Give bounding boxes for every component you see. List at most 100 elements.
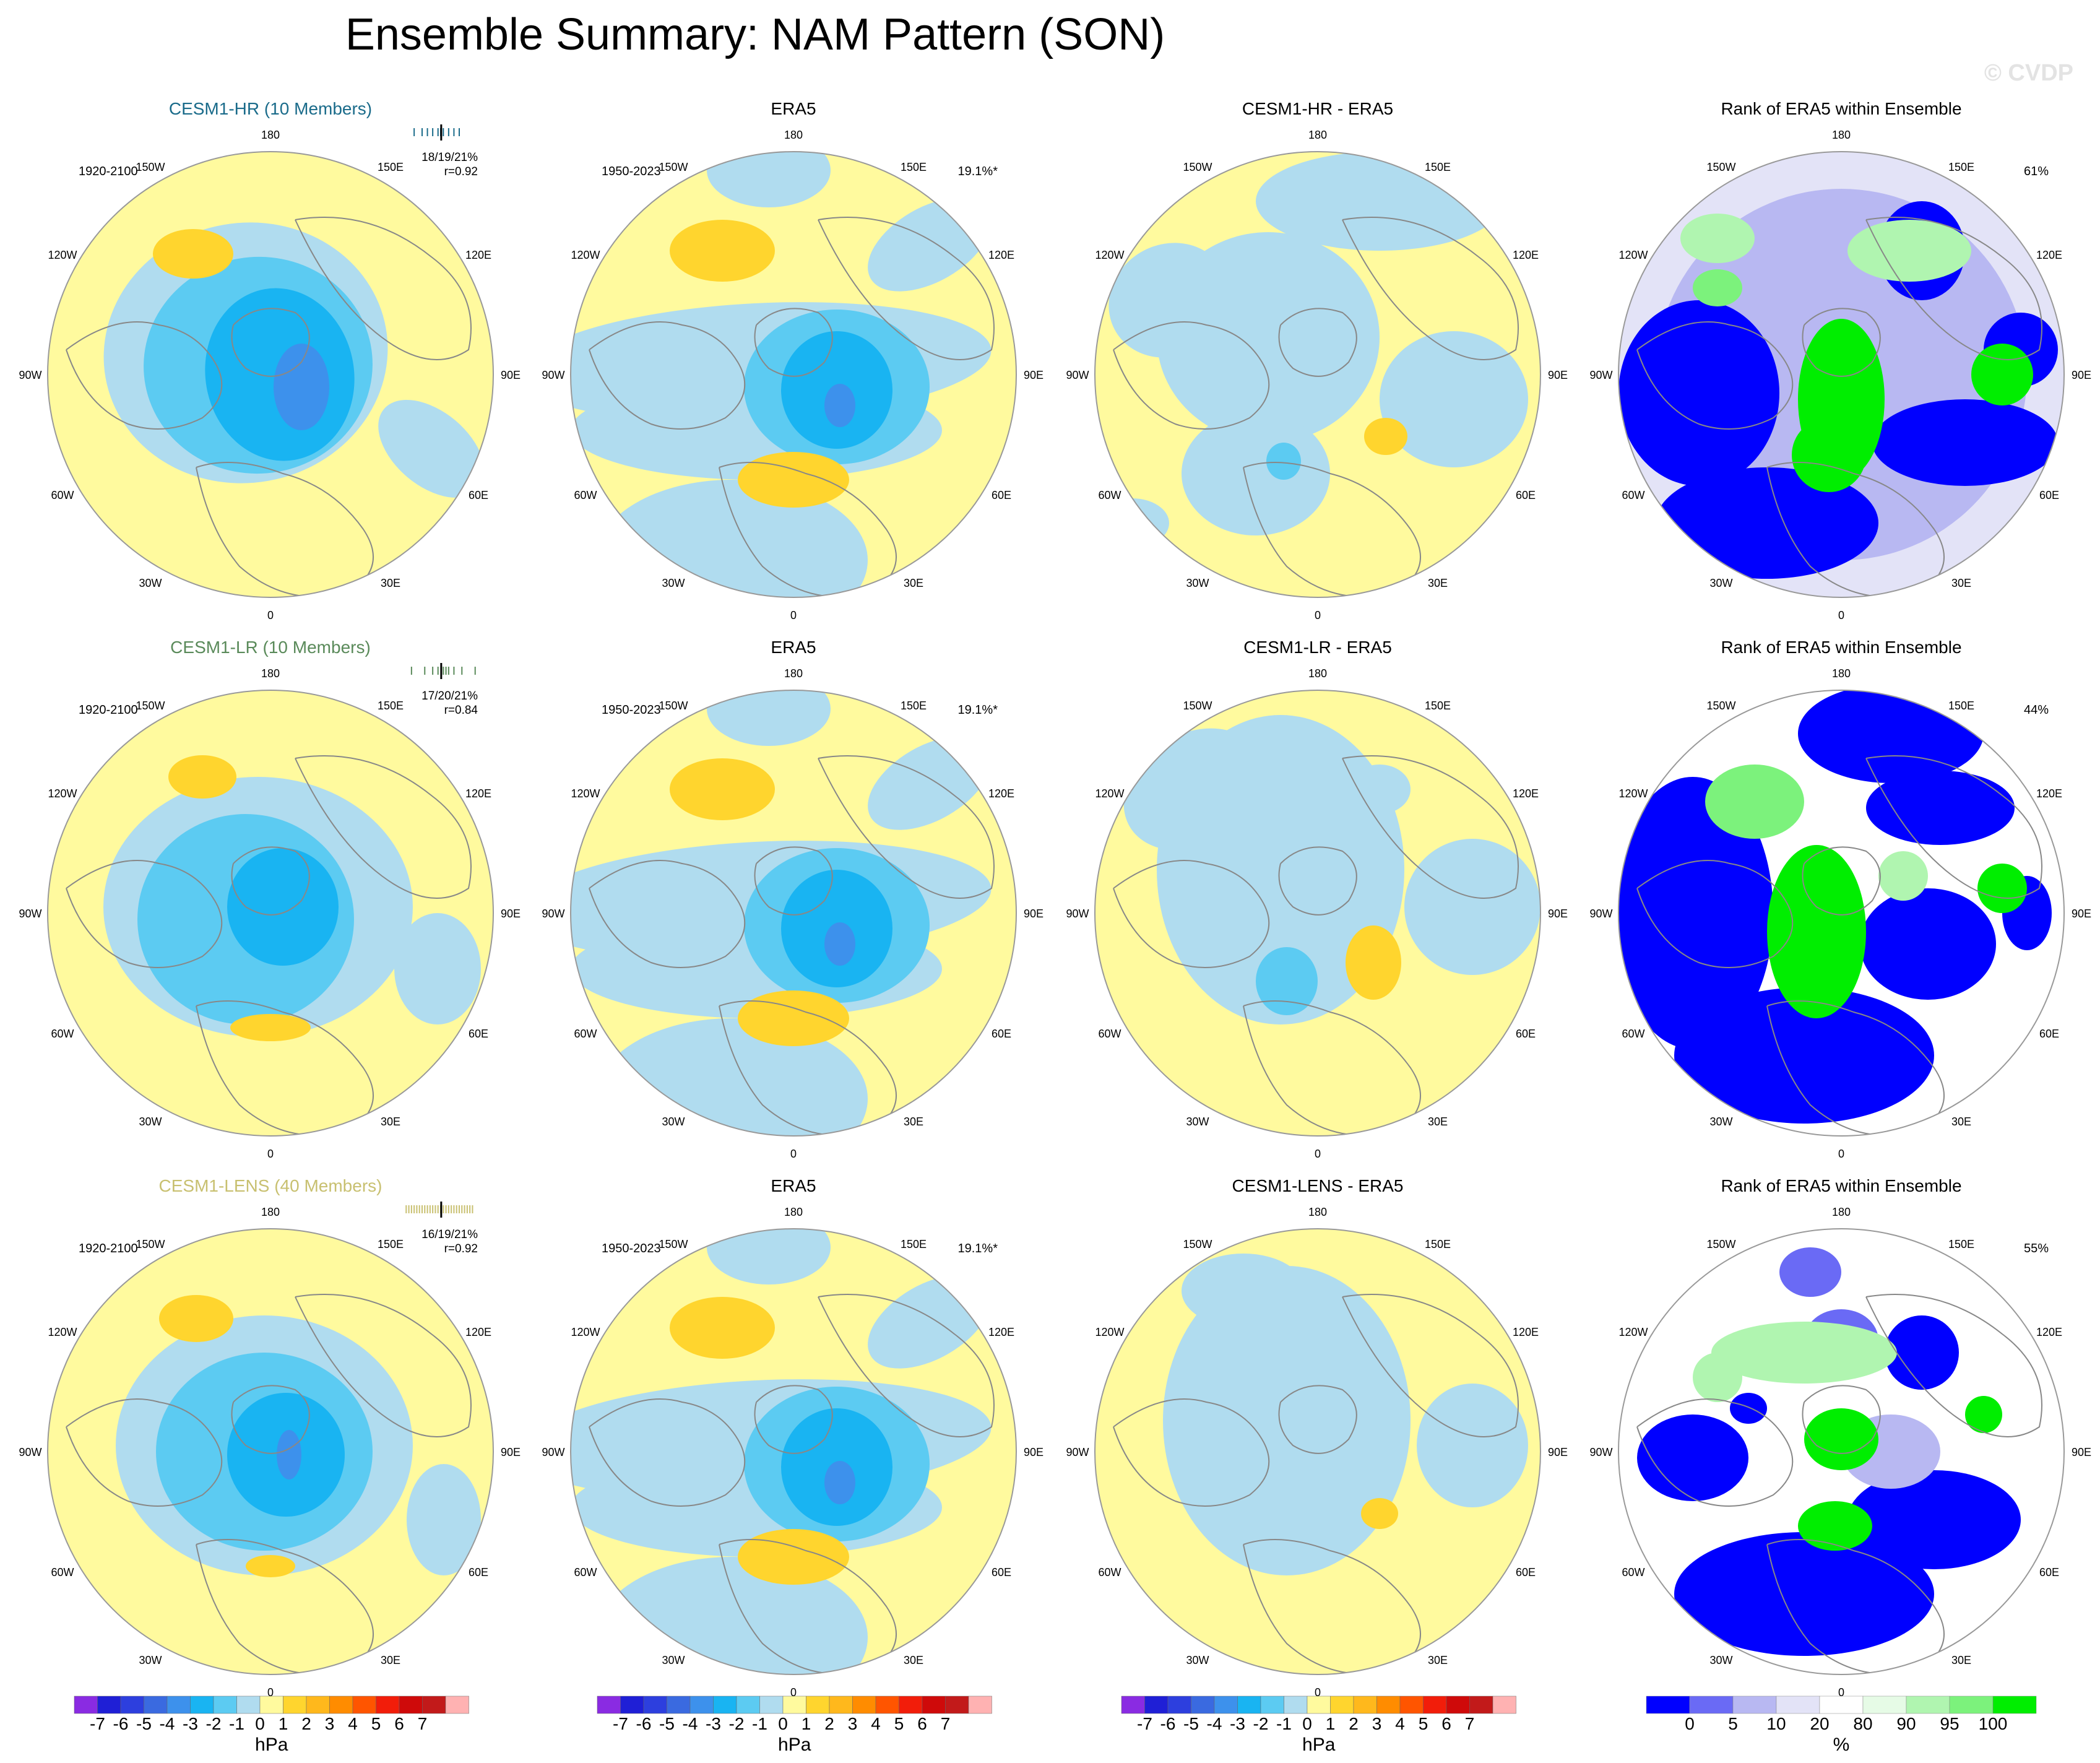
lon-label: 180 (1308, 129, 1327, 141)
contour-region (707, 152, 831, 207)
colorbar-tick: -5 (1183, 1714, 1199, 1733)
contour-region (1680, 214, 1755, 263)
continent-outline (1636, 860, 1794, 968)
colorbar-tick: -2 (729, 1714, 745, 1733)
lon-label: 30E (904, 1654, 923, 1666)
obs-title: ERA5 (771, 99, 816, 118)
colorbar-swatch (829, 1696, 853, 1714)
colorbar-tick: -5 (136, 1714, 152, 1733)
colorbar-tick: 0 (778, 1714, 788, 1733)
obs-variance: 19.1%* (958, 1242, 998, 1255)
period-label: 1950-2023 (602, 165, 661, 178)
lon-label: 150W (659, 161, 688, 173)
map-field (1095, 690, 1540, 1136)
lon-label: 150E (378, 161, 404, 173)
colorbar-swatch (1446, 1696, 1470, 1714)
colorbar-swatch (968, 1696, 992, 1714)
contour-region (1878, 851, 1928, 901)
map-boundary (47, 690, 494, 1137)
contour-region (1847, 1470, 2021, 1569)
colorbar-tick: 95 (1940, 1714, 1959, 1733)
continent-outline (818, 217, 995, 360)
colorbar-swatch (144, 1696, 168, 1714)
map-panel-r3-c4: 180 150E 120E 90E 60E 30E 0 30W 60W 90W 120W 150W Ra… (1589, 1176, 2091, 1699)
colorbar-swatch (1144, 1696, 1169, 1714)
contour-region (1256, 152, 1503, 251)
map-panel-r1-c4: 180 150E 120E 90E 60E 30E 0 30W 60W 90W 120W 150W Ra… (1589, 99, 2091, 622)
contour-region (159, 1295, 233, 1342)
lon-label: 120E (465, 787, 491, 800)
period-label: 1920-2100 (79, 703, 138, 717)
contour-region (246, 1555, 295, 1577)
contour-region (1872, 399, 2058, 486)
map-panel-r2-c3: 180 150E 120E 90E 60E 30E 0 30W 60W 90W 120W 150W CE… (1066, 638, 1568, 1160)
lon-label: 180 (1308, 1206, 1327, 1218)
rank-title: Rank of ERA5 within Ensemble (1721, 1176, 1961, 1195)
lon-label: 120W (571, 787, 600, 800)
contour-region (1364, 418, 1407, 455)
colorbar-swatch (713, 1696, 737, 1714)
colorbar-tick: 4 (348, 1714, 358, 1733)
contour-region (738, 990, 849, 1046)
contour-region (407, 1464, 481, 1575)
colorbar-swatch (899, 1696, 923, 1714)
lon-label: 150E (901, 1238, 927, 1250)
lon-label: 180 (784, 667, 803, 680)
colorbar-label: hPa (255, 1735, 288, 1755)
colorbar-swatch (1819, 1696, 1864, 1714)
hpa-colorbar-1: -7 -6 -5 -4 -3 -2 -1 0 1 2 3 4 5 6 7 hPa (74, 1696, 469, 1755)
colorbar-swatch (1284, 1696, 1308, 1714)
contour-region (670, 1297, 775, 1359)
lon-label: 120W (571, 1326, 600, 1338)
colorbar-tick: 1 (1326, 1714, 1336, 1733)
lon-label: 120W (1095, 1326, 1124, 1338)
lon-label: 60W (1622, 489, 1644, 501)
continent-outline (231, 308, 310, 377)
colorbar-tick: -3 (706, 1714, 721, 1733)
colorbar-swatch (376, 1696, 400, 1714)
watermark: © CVDP (1984, 60, 2073, 86)
contour-region (1349, 765, 1411, 814)
rank-percent: 55% (2024, 1242, 2049, 1255)
colorbar-swatch (1492, 1696, 1516, 1714)
colorbar-swatch (852, 1696, 876, 1714)
continent-outline (1342, 1294, 1519, 1437)
continent-outline (196, 1000, 374, 1136)
lon-label: 30E (381, 1115, 400, 1128)
lon-label: 30W (1709, 1654, 1732, 1666)
continent-outline (196, 1539, 374, 1674)
contour-region (1095, 498, 1169, 548)
colorbar-swatch (759, 1696, 784, 1714)
lon-label: 120W (1618, 1326, 1648, 1338)
colorbar-label: hPa (778, 1735, 811, 1755)
obs-title: ERA5 (771, 1176, 816, 1195)
colorbar-swatch (1423, 1696, 1447, 1714)
variance-stats: 18/19/21% (421, 151, 478, 164)
map-panel-r3-c1: 180 150E 120E 90E 60E 30E 0 30W 60W 90W 120W 150W CE… (19, 1176, 521, 1699)
lon-label: 180 (261, 1206, 280, 1218)
contour-region (274, 344, 329, 430)
continent-outline (1113, 1398, 1270, 1507)
colorbar-swatch (1776, 1696, 1820, 1714)
contour-region (738, 1529, 849, 1585)
map-field (1618, 152, 2064, 597)
contour-region (1965, 1396, 2002, 1433)
lon-label: 90E (1024, 1446, 1044, 1458)
colorbar-tick: 6 (1441, 1714, 1451, 1733)
lon-label: 150W (136, 161, 165, 173)
map-boundary (570, 1228, 1017, 1675)
continent-outline (66, 1398, 223, 1507)
map-boundary (1618, 151, 2065, 598)
colorbar-tick: 5 (371, 1714, 381, 1733)
lon-label: 60W (51, 1028, 74, 1040)
map-boundary (1094, 151, 1541, 598)
lon-label: 150E (378, 700, 404, 712)
colorbar-tick: 4 (1395, 1714, 1405, 1733)
contour-region (1804, 1408, 1878, 1470)
lon-label: 60E (469, 1566, 488, 1579)
map-panel-r2-c2: 180 150E 120E 90E 60E 30E 0 30W 60W 90W 120W 150W ER… (542, 638, 1044, 1160)
map-panel-r2-c1: 180 150E 120E 90E 60E 30E 0 30W 60W 90W 120W 150W CE… (19, 638, 521, 1160)
lon-label: 30W (139, 1115, 162, 1128)
colorbar-tick: -7 (613, 1714, 628, 1733)
